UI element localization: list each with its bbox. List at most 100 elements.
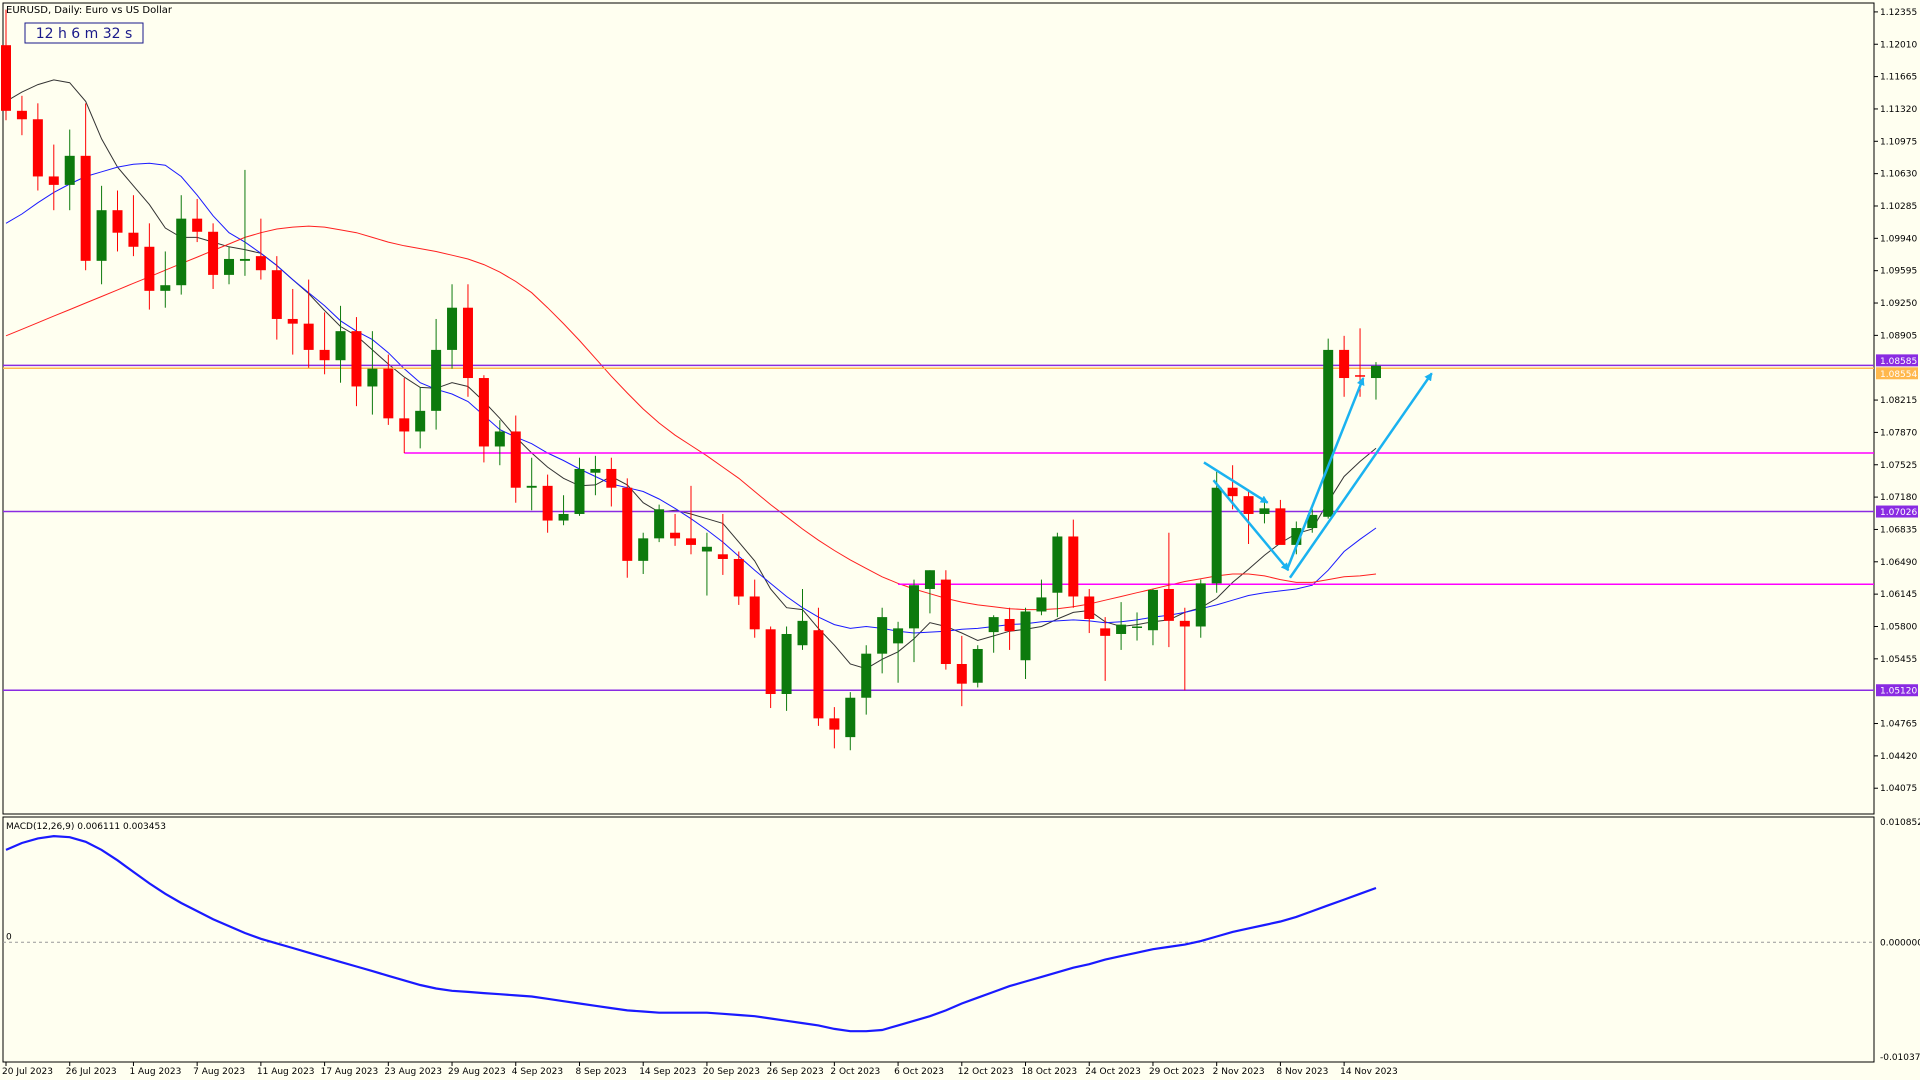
date-tick-label: 24 Oct 2023	[1085, 1067, 1141, 1077]
candle-body	[431, 349, 442, 411]
countdown-box	[24, 22, 144, 44]
candle	[1100, 617, 1111, 681]
candle	[1052, 532, 1063, 618]
candle-body	[192, 218, 203, 232]
candle	[144, 223, 155, 310]
trend-arrow[interactable]	[1288, 372, 1433, 579]
price-tick-label: 1.05800	[1880, 622, 1917, 632]
date-tick-label: 6 Oct 2023	[894, 1067, 944, 1077]
price-tick-label: 1.10630	[1880, 170, 1917, 180]
candle	[415, 387, 426, 449]
price-tick-label: 1.09250	[1880, 299, 1917, 309]
candle	[1084, 588, 1095, 634]
candle-body	[972, 648, 983, 683]
candle-body	[1323, 349, 1334, 517]
candle-body	[1, 45, 11, 111]
candle-body	[1116, 624, 1127, 634]
price-tag-label: 1.05120	[1880, 687, 1917, 697]
candle	[1116, 602, 1127, 650]
date-tick-label: 18 Oct 2023	[1022, 1067, 1078, 1077]
macd-line	[5, 834, 1377, 1033]
price-tick-label: 1.07870	[1880, 428, 1917, 438]
candle-body	[1179, 620, 1190, 627]
candle-body	[924, 570, 935, 589]
candle	[940, 570, 951, 670]
date-tick-label: 7 Aug 2023	[193, 1067, 245, 1077]
candle	[1036, 579, 1047, 616]
price-tick-label: 1.09595	[1880, 267, 1917, 277]
price-tag-box	[1876, 505, 1918, 518]
candle-body	[335, 331, 346, 361]
macd-zero-label: 0	[6, 932, 12, 942]
candle	[1259, 499, 1270, 524]
candle	[32, 103, 43, 191]
price-tag-box	[1876, 684, 1918, 697]
trend-arrows[interactable]	[1203, 372, 1433, 579]
date-tick-label: 8 Sep 2023	[575, 1067, 626, 1077]
candle	[80, 103, 91, 271]
date-tick-label: 14 Sep 2023	[639, 1067, 696, 1077]
candle	[1323, 338, 1334, 519]
macd-pane-frame	[2, 816, 1875, 1063]
candle-body	[319, 349, 330, 361]
date-tick-label: 4 Sep 2023	[512, 1067, 563, 1077]
candle-body	[271, 270, 282, 319]
candle	[845, 692, 856, 751]
candle-body	[893, 628, 904, 644]
candle-body	[64, 155, 75, 185]
candle-body	[176, 218, 187, 286]
candle	[239, 169, 250, 276]
candle	[1243, 490, 1254, 544]
date-tick-label: 14 Nov 2023	[1340, 1067, 1398, 1077]
candle-body	[590, 468, 601, 473]
candle-body	[940, 579, 951, 664]
candle-body	[1020, 611, 1031, 661]
candle-body	[1227, 487, 1238, 497]
candle-body	[48, 176, 59, 185]
candle	[972, 645, 983, 688]
candle	[367, 331, 378, 415]
trend-arrow[interactable]	[1203, 461, 1269, 504]
candle	[1179, 607, 1190, 691]
candle	[877, 607, 888, 674]
price-tick-label: 1.04420	[1880, 752, 1917, 762]
candle	[351, 317, 362, 407]
price-tag-label: 1.08554	[1880, 370, 1917, 380]
candle	[558, 495, 569, 526]
candle-body	[813, 630, 824, 719]
date-tick-label: 11 Aug 2023	[257, 1067, 315, 1077]
candle	[255, 218, 266, 280]
candle	[670, 513, 681, 546]
candle	[192, 198, 203, 243]
candle	[224, 246, 235, 285]
candle	[1307, 509, 1318, 533]
price-tick-label: 1.07180	[1880, 493, 1917, 503]
price-tick-label: 1.06490	[1880, 558, 1917, 568]
candle-body	[367, 368, 378, 387]
date-tick-label: 8 Nov 2023	[1276, 1067, 1328, 1077]
candle	[271, 256, 282, 340]
candle	[861, 645, 872, 715]
candle-body	[239, 258, 250, 261]
price-tick-label: 1.11320	[1880, 105, 1917, 115]
candle-body	[1211, 487, 1222, 584]
price-tag-box	[1876, 367, 1918, 380]
macd-caption: MACD(12,26,9) 0.006111 0.003453	[6, 822, 166, 832]
candle-body	[1100, 628, 1111, 636]
candle-body	[765, 629, 776, 694]
trend-arrow[interactable]	[1212, 479, 1290, 572]
candle-body	[1004, 618, 1015, 632]
candle-body	[447, 307, 458, 350]
candle-body	[1084, 596, 1095, 619]
candle-body	[654, 509, 665, 539]
price-tick-label: 1.04765	[1880, 720, 1917, 730]
candle	[1068, 519, 1079, 608]
trend-arrow[interactable]	[1285, 377, 1365, 571]
price-axis: 1.12355 1.12010 1.11665 1.11320 1.10975 1.106…	[1874, 8, 1918, 794]
date-tick-label: 26 Jul 2023	[66, 1067, 117, 1077]
candle	[383, 354, 394, 425]
candle-body	[733, 558, 744, 597]
candle-body	[96, 210, 107, 261]
